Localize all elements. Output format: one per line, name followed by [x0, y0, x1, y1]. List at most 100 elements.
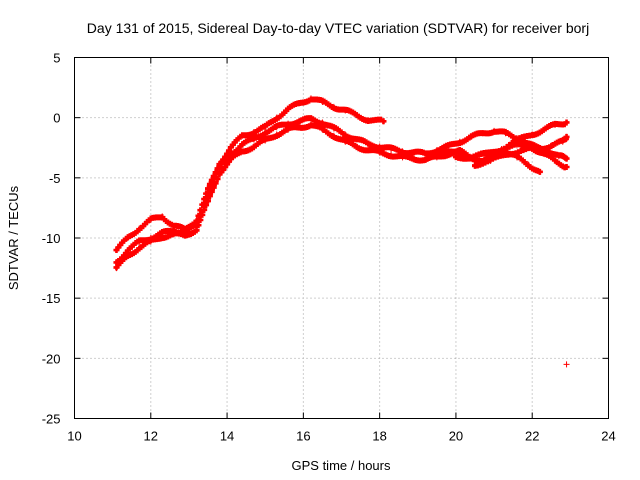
data-point [437, 150, 444, 157]
data-point [388, 151, 395, 158]
data-point [113, 247, 120, 254]
data-point [533, 144, 540, 151]
x-tick-label: 10 [67, 429, 81, 444]
data-point [502, 151, 509, 158]
data-point [342, 131, 349, 138]
data-point [193, 226, 200, 233]
data-point [433, 147, 440, 154]
y-tick-label: -15 [42, 291, 61, 306]
data-point [159, 213, 166, 220]
data-point [296, 100, 303, 107]
data-point [136, 238, 143, 245]
data-point [296, 118, 303, 125]
data-point [205, 198, 211, 205]
data-point [529, 131, 536, 138]
data-point [544, 147, 551, 154]
data-point [239, 132, 246, 139]
data-point [517, 147, 524, 154]
data-point [479, 130, 486, 137]
data-point [330, 103, 337, 110]
series-track-evening-c [472, 143, 570, 169]
data-point [552, 121, 559, 128]
data-point [555, 153, 562, 160]
data-point [353, 143, 360, 150]
data-point [468, 133, 475, 140]
data-point [353, 136, 360, 143]
data-point [563, 361, 570, 368]
data-point [365, 147, 372, 154]
data-point [170, 231, 177, 238]
data-point [380, 118, 387, 125]
data-point [563, 119, 570, 126]
data-point [559, 138, 566, 145]
data-point [124, 247, 131, 254]
data-point [433, 154, 440, 161]
data-point [376, 149, 383, 156]
data-point [525, 161, 532, 168]
chart-title: Day 131 of 2015, Sidereal Day-to-day VTE… [87, 20, 589, 36]
data-point [552, 157, 559, 164]
data-point [399, 154, 406, 161]
y-tick-label: 0 [53, 111, 60, 126]
data-point [410, 155, 417, 162]
series-track-middle [113, 115, 570, 266]
data-point [491, 127, 498, 134]
data-point [422, 150, 429, 157]
data-point [487, 157, 494, 164]
data-point [124, 253, 131, 260]
data-point [159, 233, 166, 240]
x-tick-label: 12 [144, 429, 158, 444]
data-point [250, 143, 257, 150]
data-point [540, 126, 547, 133]
data-point [285, 106, 292, 113]
data-point [296, 124, 303, 131]
x-tick-label: 18 [372, 429, 386, 444]
data-point [262, 137, 269, 144]
data-point [216, 170, 223, 177]
x-tick-label: 24 [601, 429, 615, 444]
data-point [472, 161, 478, 168]
data-point [563, 155, 570, 162]
series-track-lower [113, 121, 543, 272]
series-track-evening-b [437, 119, 570, 161]
data-point [239, 148, 246, 155]
data-point [136, 225, 143, 232]
series-band [113, 122, 543, 271]
data-point [262, 129, 269, 136]
data-layer [113, 95, 570, 368]
data-point [285, 126, 292, 133]
y-tick-label: -20 [42, 351, 61, 366]
x-axis-label: GPS time / hours [292, 458, 391, 473]
data-point [452, 148, 459, 155]
data-point [330, 125, 337, 132]
y-tick-label: -5 [49, 171, 61, 186]
x-tick-label: 20 [449, 429, 463, 444]
y-tick-label: -10 [42, 231, 61, 246]
data-point [319, 119, 326, 126]
data-point [113, 265, 120, 272]
data-point [353, 112, 360, 119]
series-track-upper [113, 95, 387, 254]
series-outlier [563, 361, 570, 368]
data-point [307, 95, 314, 102]
x-tick-label: 16 [296, 429, 310, 444]
data-point [136, 244, 143, 251]
data-point [365, 141, 372, 148]
data-point [239, 141, 246, 148]
data-point [483, 150, 490, 157]
data-point [250, 129, 257, 136]
data-point [498, 145, 505, 152]
data-point [319, 126, 326, 133]
data-point [273, 131, 280, 138]
data-point [342, 107, 349, 114]
data-point [227, 144, 234, 151]
data-point [147, 216, 154, 223]
x-tick-label: 22 [525, 429, 539, 444]
y-tick-label: 5 [53, 51, 60, 66]
data-point [388, 145, 395, 152]
data-point [563, 133, 570, 140]
data-point [307, 121, 314, 128]
data-point [182, 232, 189, 239]
data-point [563, 164, 570, 171]
data-point [250, 136, 257, 143]
